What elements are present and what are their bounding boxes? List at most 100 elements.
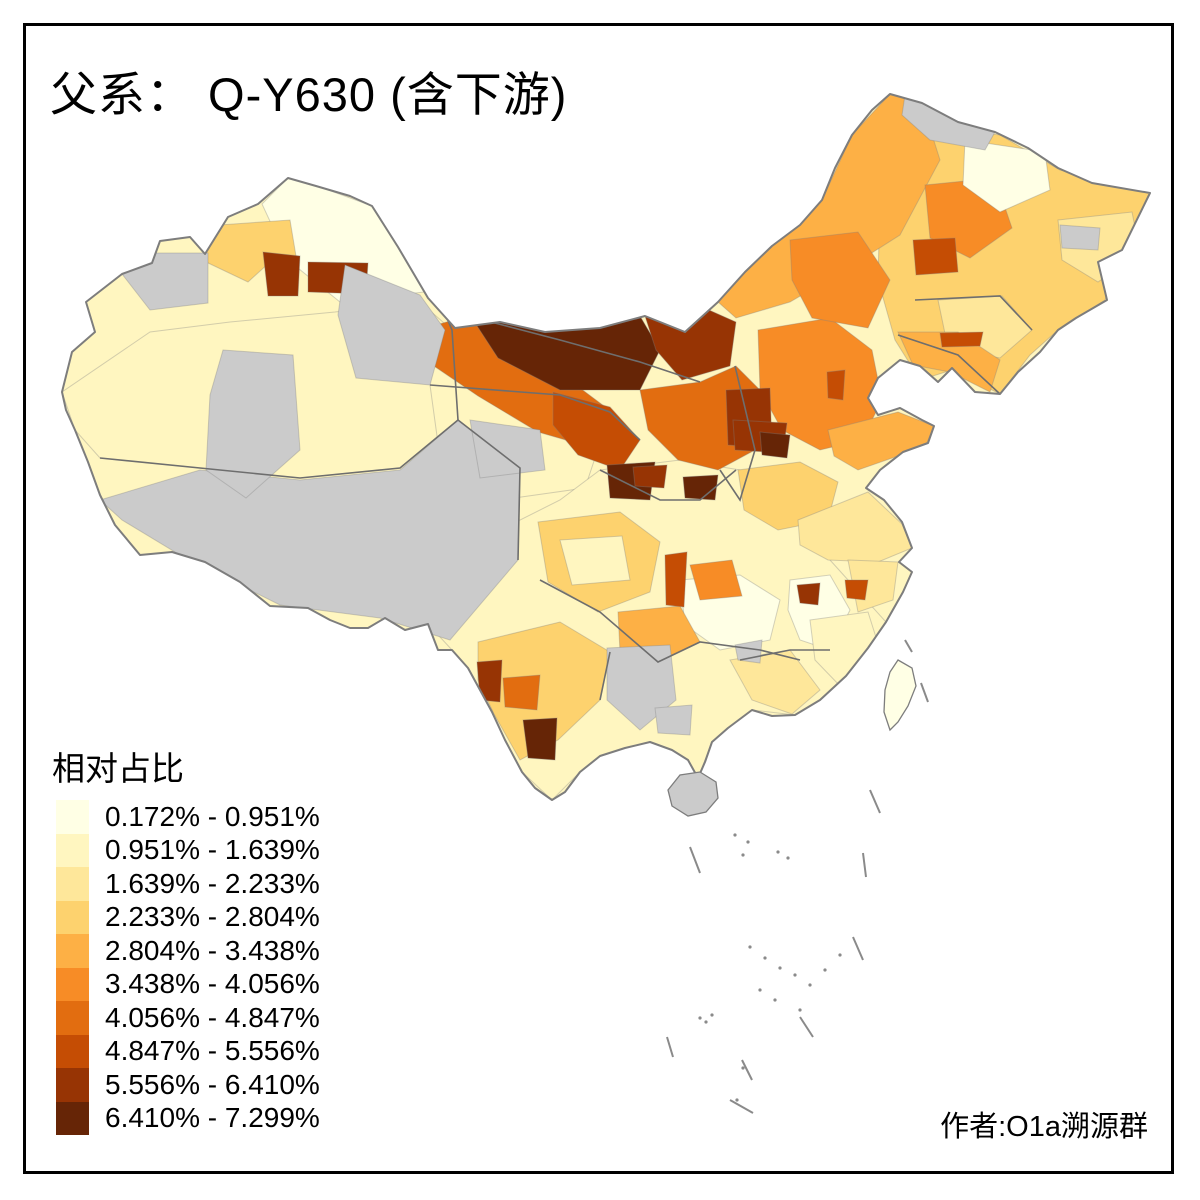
legend-swatch xyxy=(56,1034,89,1068)
sea-islet-dot xyxy=(741,1066,745,1070)
attribution-text: 作者:O1a溯源群 xyxy=(940,1111,1148,1143)
province-border xyxy=(897,334,1001,395)
province-border xyxy=(914,295,1033,331)
legend-label: 4.056% - 4.847% xyxy=(105,1001,320,1033)
region-jinzhong-darkest xyxy=(759,431,791,459)
legend-swatch xyxy=(56,900,89,934)
legend-title: 相对占比 xyxy=(52,750,184,787)
island-taiwan xyxy=(883,659,917,732)
sea-dash xyxy=(852,936,864,961)
legend-label: 0.951% - 1.639% xyxy=(105,834,320,866)
sea-marks xyxy=(666,639,929,1114)
region-guanzhong-darkest xyxy=(682,474,719,501)
province-border xyxy=(599,469,737,501)
region-sichuan-basin-pale xyxy=(559,535,631,586)
legend-row: 4.847% - 5.556% xyxy=(56,1034,320,1068)
region-yunnan-mid-orange xyxy=(502,674,541,711)
region-liangshan-dark-strip xyxy=(664,551,688,608)
sea-islet-dot xyxy=(798,1008,802,1012)
legend-row: 0.951% - 1.639% xyxy=(56,833,320,867)
legend-row: 6.410% - 7.299% xyxy=(56,1101,320,1135)
province-border xyxy=(467,315,701,383)
region-jiangsu-anhui xyxy=(797,491,913,563)
legend-label: 0.172% - 0.951% xyxy=(105,800,320,832)
sea-dash xyxy=(869,789,881,814)
legend-label: 1.639% - 2.233% xyxy=(105,867,320,899)
sea-islet-dot xyxy=(773,998,777,1002)
sea-islet-dot xyxy=(698,1016,702,1020)
legend-swatch xyxy=(56,1001,89,1035)
legend-swatch xyxy=(56,1101,89,1135)
sea-islet-dot xyxy=(746,840,750,844)
sea-islet-dot xyxy=(808,983,812,987)
island-hainan xyxy=(667,771,719,817)
sea-dash xyxy=(862,852,867,878)
sea-islet-dot xyxy=(823,968,827,972)
province-border xyxy=(719,365,756,502)
region-patches xyxy=(62,94,1150,800)
legend-swatch xyxy=(56,833,89,867)
region-qiqihar-dark xyxy=(912,237,959,276)
province-border xyxy=(739,649,830,661)
sea-islet-dot xyxy=(776,850,780,854)
country-outline xyxy=(61,93,1151,801)
region-hubei-dark-spot xyxy=(796,582,821,606)
legend-label: 2.233% - 2.804% xyxy=(105,901,320,933)
legend-row: 2.233% - 2.804% xyxy=(56,900,320,934)
legend-swatch xyxy=(56,867,89,901)
legend-row: 2.804% - 3.438% xyxy=(56,934,320,968)
province-border xyxy=(599,651,611,701)
legend-row: 3.438% - 4.056% xyxy=(56,967,320,1001)
region-shandong-west-dark xyxy=(826,369,846,401)
sea-islet-dot xyxy=(793,973,797,977)
province-border xyxy=(457,419,521,561)
sea-dash xyxy=(920,682,929,703)
legend-row: 4.056% - 4.847% xyxy=(56,1001,320,1035)
sea-islet-dot xyxy=(735,1098,739,1102)
legend-label: 4.847% - 5.556% xyxy=(105,1035,320,1067)
legend-label: 2.804% - 3.438% xyxy=(105,934,320,966)
sea-islet-dot xyxy=(748,945,752,949)
legend-rows: 0.172% - 0.951% 0.951% - 1.639% 1.639% - 2… xyxy=(56,800,320,1135)
region-heilongjiang-na-spot xyxy=(1059,224,1101,251)
sea-dash xyxy=(666,1036,674,1058)
sea-dash xyxy=(799,1016,814,1038)
region-longxi-dark xyxy=(632,464,668,489)
region-qinghai-na xyxy=(469,419,546,479)
legend-label: 5.556% - 6.410% xyxy=(105,1068,320,1100)
legend-row: 5.556% - 6.410% xyxy=(56,1068,320,1102)
legend-swatch xyxy=(56,800,89,834)
province-borders xyxy=(99,295,1033,701)
sea-dash xyxy=(729,1099,754,1114)
region-xishuangbanna-darkest xyxy=(522,717,558,761)
region-chongqing xyxy=(689,559,743,601)
sea-islet-dot xyxy=(758,988,762,992)
region-xinjiang-dark-a xyxy=(262,251,301,297)
sea-islet-dot xyxy=(786,856,790,860)
sea-islet-dot xyxy=(763,956,767,960)
province-border xyxy=(99,419,459,479)
legend: 相对占比 0.172% - 0.951% 0.951% - 1.639% 1.639… xyxy=(52,742,320,1135)
sea-islet-dot xyxy=(733,833,737,837)
legend-label: 3.438% - 4.056% xyxy=(105,968,320,1000)
legend-row: 1.639% - 2.233% xyxy=(56,867,320,901)
region-xinjiang-na-south xyxy=(205,349,301,499)
province-border xyxy=(539,579,801,663)
region-chifeng-liaoxi xyxy=(789,231,891,329)
sea-islet-dot xyxy=(838,953,842,957)
region-quzhou-dark-spot xyxy=(844,579,869,601)
region-liaoning-dark-spot xyxy=(939,331,984,348)
sea-islet-dot xyxy=(710,1013,714,1017)
sea-dash xyxy=(904,639,913,653)
legend-row: 0.172% - 0.951% xyxy=(56,800,320,834)
sea-islet-dot xyxy=(778,966,782,970)
legend-label: 6.410% - 7.299% xyxy=(105,1102,320,1134)
sea-dash xyxy=(689,846,701,874)
legend-swatch xyxy=(56,934,89,968)
sea-islet-dot xyxy=(741,853,745,857)
province-border xyxy=(429,384,641,441)
map-title: 父系： Q-Y630 (含下游) xyxy=(50,68,568,121)
sea-islet-dot xyxy=(704,1020,708,1024)
